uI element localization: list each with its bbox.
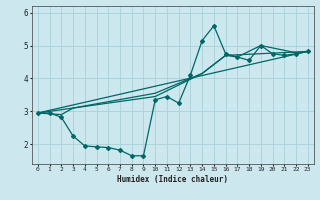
X-axis label: Humidex (Indice chaleur): Humidex (Indice chaleur) (117, 175, 228, 184)
